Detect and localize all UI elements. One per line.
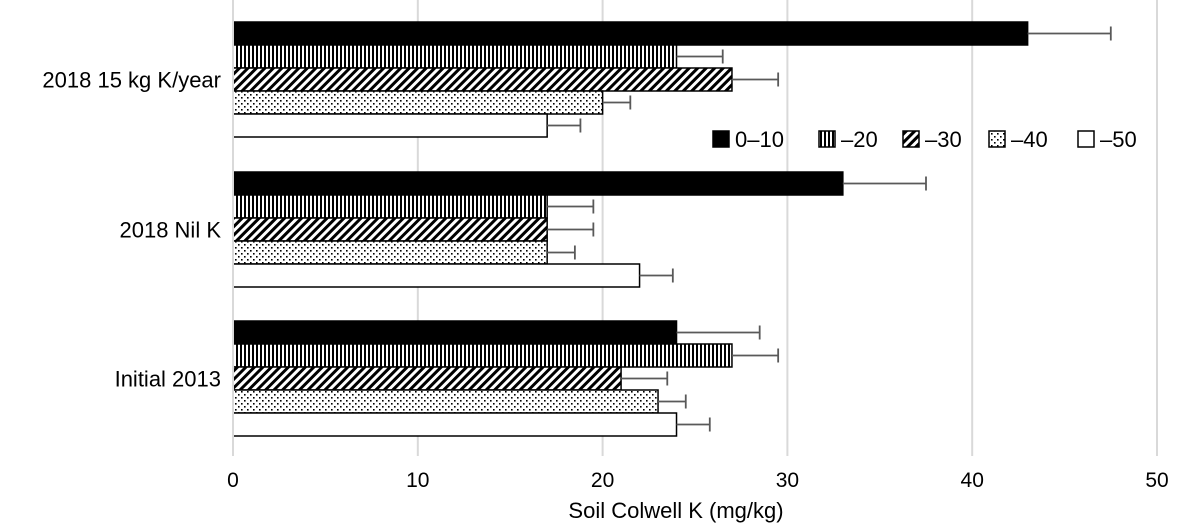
bar	[232, 21, 1029, 46]
legend-label: –30	[925, 127, 962, 152]
bar	[232, 194, 548, 219]
legend-swatch	[988, 130, 1006, 148]
x-tick-label: 0	[227, 469, 239, 492]
legend-swatch	[818, 130, 836, 148]
category-label: 2018 Nil K	[119, 218, 221, 243]
bar	[232, 113, 548, 138]
legend-swatch	[1077, 130, 1095, 148]
legend-swatch	[902, 130, 920, 148]
x-tick-label: 20	[591, 469, 614, 492]
legend: 0–10 –20 –30 –40 –50	[712, 127, 1137, 152]
bar	[232, 240, 548, 265]
legend-label: –40	[1011, 127, 1048, 152]
category-label: 2018 15 kg K/year	[42, 68, 221, 93]
bar	[232, 412, 678, 437]
bar	[232, 343, 733, 368]
x-tick-label: 50	[1145, 469, 1168, 492]
bar	[232, 44, 678, 69]
bar	[232, 320, 678, 345]
bar	[232, 67, 733, 92]
legend-swatch	[712, 130, 730, 148]
x-tick-label: 10	[406, 469, 429, 492]
bar	[232, 217, 548, 242]
category-label: Initial 2013	[115, 367, 221, 392]
legend-label: 0–10	[735, 127, 784, 152]
bar	[232, 389, 659, 414]
x-tick-label: 30	[776, 469, 799, 492]
bar	[232, 263, 641, 288]
axes: 0 10 20 30 40 50 2018 15 kg K/year 2018 Nil K In…	[42, 0, 1169, 492]
x-tick-label: 40	[961, 469, 984, 492]
legend-label: –20	[841, 127, 878, 152]
bar	[232, 171, 844, 196]
x-axis-title: Soil Colwell K (mg/kg)	[568, 498, 783, 523]
legend-label: –50	[1100, 127, 1137, 152]
bar	[232, 366, 622, 391]
bar	[232, 90, 604, 115]
bars	[232, 21, 1112, 437]
